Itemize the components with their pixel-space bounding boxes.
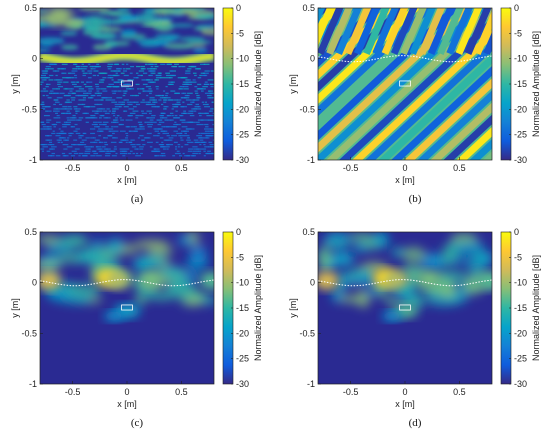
colorbar-tick-label: -5 xyxy=(236,28,244,38)
colorbar-tick-label: 0 xyxy=(514,3,519,13)
y-tick-label: 0.5 xyxy=(302,3,315,13)
y-tick-label: -0.5 xyxy=(299,104,315,114)
heatmap-area xyxy=(40,8,214,160)
surface-band xyxy=(40,53,214,64)
target-box xyxy=(121,80,133,87)
x-tick-label: 0.5 xyxy=(175,387,188,397)
colorbar-label: Normalized Amplitude [dB] xyxy=(531,255,541,361)
y-tick-label: -1 xyxy=(29,155,37,165)
colorbar-tick-label: -5 xyxy=(236,252,244,262)
colorbar-tick-label: -10 xyxy=(514,54,527,64)
panel-caption: (a) xyxy=(131,193,144,205)
colorbar-tick-label: -5 xyxy=(514,28,522,38)
panel-2: -0.5 0 0.5 0.5 0 -0.5 -1 x [m] y [m] 0 -5 -10 -15 -20… xyxy=(10,227,263,429)
y-tick-label: 0 xyxy=(310,278,315,288)
colorbar-tick-label: -30 xyxy=(236,155,249,165)
speckle-field xyxy=(40,63,214,157)
colorbar-label: Normalized Amplitude [dB] xyxy=(253,31,263,137)
upper-stripes xyxy=(318,8,492,55)
x-tick-label: 0.5 xyxy=(175,163,188,173)
colorbar-tick-label: -15 xyxy=(236,79,249,89)
hotspot xyxy=(40,271,61,290)
x-tick-label: 0 xyxy=(402,163,407,173)
x-tick-label: 0 xyxy=(124,387,129,397)
y-tick-label: 0 xyxy=(32,54,37,64)
hotspot xyxy=(477,271,492,290)
target-box xyxy=(399,80,411,87)
y-tick-label: 0.5 xyxy=(302,227,315,237)
hotspot xyxy=(138,270,163,289)
blob-field xyxy=(318,232,492,309)
panel-0: -0.5 0 0.5 0.5 0 -0.5 -1 x [m] y [m] 0 -5 -10 -15 -20… xyxy=(10,3,263,205)
colorbar-label: Normalized Amplitude [dB] xyxy=(531,31,541,137)
colorbar-tick-label: 0 xyxy=(236,227,241,237)
colorbar-tick-label: -25 xyxy=(514,130,527,140)
x-tick-label: 0.5 xyxy=(453,163,466,173)
x-tick-label: -0.5 xyxy=(343,163,359,173)
heatmap-area xyxy=(318,8,492,160)
y-tick-label: -1 xyxy=(29,379,37,389)
target-box xyxy=(399,304,411,311)
colorbar-tick-label: -20 xyxy=(514,104,527,114)
colorbar-tick-label: -30 xyxy=(514,155,527,165)
colorbar-tick-label: -10 xyxy=(236,278,249,288)
hotspot xyxy=(199,271,214,290)
colorbar-tick-label: -15 xyxy=(236,303,249,313)
y-tick-label: 0.5 xyxy=(24,227,37,237)
heatmap-area xyxy=(318,232,492,384)
colorbar-label: Normalized Amplitude [dB] xyxy=(253,255,263,361)
panel-3: -0.5 0 0.5 0.5 0 -0.5 -1 x [m] y [m] 0 -5 -10 -15 -20… xyxy=(288,227,541,429)
colorbar-tick-label: -10 xyxy=(514,278,527,288)
y-tick-label: -1 xyxy=(307,155,315,165)
x-tick-label: -0.5 xyxy=(65,387,81,397)
y-axis-label: y [m] xyxy=(288,74,298,94)
colorbar-tick-label: -30 xyxy=(236,379,249,389)
colorbar-tick-label: -30 xyxy=(514,379,527,389)
heatmap-area xyxy=(40,232,214,384)
colorbar-tick-label: -15 xyxy=(514,79,527,89)
surface-curve xyxy=(40,279,214,287)
colorbar-tick-label: -25 xyxy=(236,130,249,140)
colorbar-tick-label: -25 xyxy=(236,354,249,364)
y-tick-label: -0.5 xyxy=(299,328,315,338)
y-tick-label: -0.5 xyxy=(21,104,37,114)
panel-caption: (d) xyxy=(409,417,422,429)
y-tick-label: -0.5 xyxy=(21,328,37,338)
x-axis-label: x [m] xyxy=(395,175,415,185)
y-tick-label: 0 xyxy=(32,278,37,288)
x-axis-label: x [m] xyxy=(395,399,415,409)
x-axis-label: x [m] xyxy=(117,175,137,185)
ripple-field xyxy=(40,8,214,53)
colorbar-tick-label: 0 xyxy=(236,3,241,13)
panel-caption: (b) xyxy=(409,193,422,205)
panel-1: -0.5 0 0.5 0.5 0 -0.5 -1 x [m] y [m] 0 -5 -10 -15 -20… xyxy=(288,3,541,205)
colorbar-tick-label: -25 xyxy=(514,354,527,364)
colorbar-tick-label: -15 xyxy=(514,303,527,313)
colorbar-tick-label: -10 xyxy=(236,54,249,64)
colorbar-tick-label: -20 xyxy=(236,328,249,338)
target-box xyxy=(121,304,133,311)
x-axis-label: x [m] xyxy=(117,399,137,409)
surface-curve xyxy=(318,279,492,287)
y-tick-label: 0 xyxy=(310,54,315,64)
x-tick-label: 0 xyxy=(124,163,129,173)
hotspot xyxy=(318,271,339,290)
colorbar-tick-label: -20 xyxy=(236,104,249,114)
colorbar-tick-label: 0 xyxy=(514,227,519,237)
x-tick-label: -0.5 xyxy=(343,387,359,397)
y-tick-label: -1 xyxy=(307,379,315,389)
colorbar-tick-label: -20 xyxy=(514,328,527,338)
panel-caption: (c) xyxy=(131,417,144,429)
x-tick-label: -0.5 xyxy=(65,163,81,173)
surface-curve xyxy=(318,55,492,63)
y-axis-label: y [m] xyxy=(10,74,20,94)
hotspot xyxy=(416,270,441,289)
y-axis-label: y [m] xyxy=(10,298,20,318)
x-tick-label: 0 xyxy=(402,387,407,397)
colorbar-tick-label: -5 xyxy=(514,252,522,262)
y-axis-label: y [m] xyxy=(288,298,298,318)
x-tick-label: 0.5 xyxy=(453,387,466,397)
y-tick-label: 0.5 xyxy=(24,3,37,13)
